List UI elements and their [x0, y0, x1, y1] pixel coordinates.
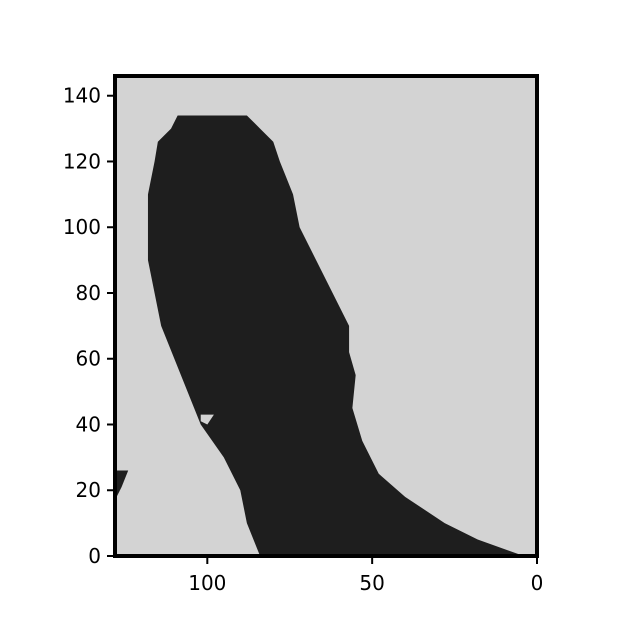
x-tick-label: 50: [359, 571, 384, 595]
x-tick-label: 100: [188, 571, 226, 595]
y-tick-label: 140: [63, 84, 101, 108]
land-notch: [200, 414, 214, 425]
x-tick-label: 0: [531, 571, 544, 595]
coast-island: [115, 470, 129, 501]
x-axis: 100 50 0: [188, 556, 543, 595]
plot-area: [115, 76, 537, 556]
y-tick-label: 80: [76, 281, 101, 305]
y-tick-label: 100: [63, 215, 101, 239]
y-tick-label: 40: [76, 412, 101, 436]
sea-area: [147, 115, 524, 556]
y-axis: 0 20 40 60 80 100 120 140: [63, 84, 115, 568]
y-tick-label: 0: [88, 544, 101, 568]
plot-frame: [113, 74, 539, 558]
y-tick-label: 120: [63, 149, 101, 173]
y-tick-label: 20: [76, 478, 101, 502]
y-tick-label: 60: [76, 347, 101, 371]
